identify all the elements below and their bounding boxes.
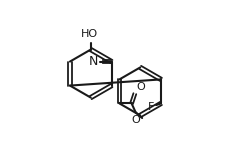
Text: O: O bbox=[136, 82, 145, 92]
Text: F: F bbox=[148, 102, 155, 112]
Text: O: O bbox=[132, 115, 140, 125]
Text: N: N bbox=[88, 55, 98, 68]
Text: HO: HO bbox=[81, 29, 98, 39]
